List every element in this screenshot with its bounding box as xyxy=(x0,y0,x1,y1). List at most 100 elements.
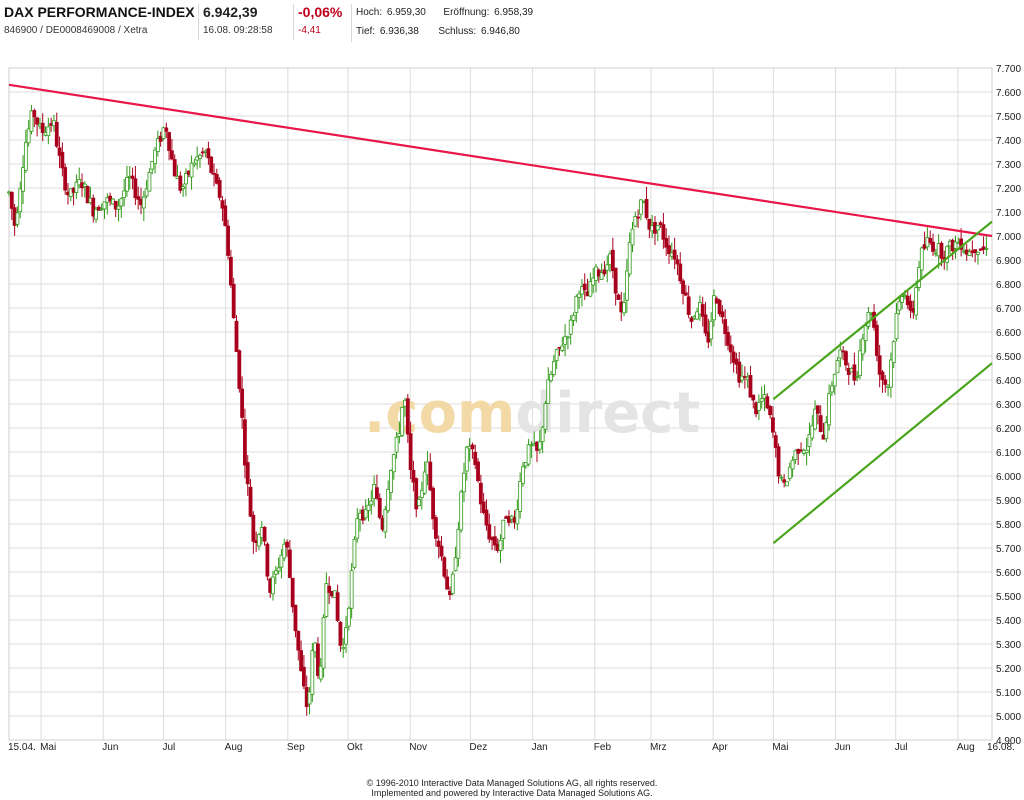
wkn-isin: 846900 / DE0008469008 / Xetra xyxy=(4,25,148,36)
candle-down xyxy=(290,577,295,608)
y-tick-label: 6.300 xyxy=(996,400,1021,411)
index-name[interactable]: DAX PERFORMANCE-INDEX xyxy=(4,4,195,20)
candles xyxy=(7,105,989,716)
candle-up xyxy=(341,647,346,650)
candle-down xyxy=(434,517,438,539)
channel-upper-line xyxy=(772,220,993,401)
candle-down xyxy=(285,541,289,548)
candle-down xyxy=(316,643,320,676)
candle-up xyxy=(695,311,699,320)
candle-up xyxy=(549,373,553,381)
candle-up xyxy=(307,691,312,705)
x-tick-label: Mai xyxy=(40,742,56,753)
candle-up xyxy=(116,205,121,210)
candle-down xyxy=(880,371,885,381)
candle-down xyxy=(178,175,183,191)
candle-down xyxy=(667,245,671,255)
candle-down xyxy=(223,205,228,227)
candle-up xyxy=(273,570,278,575)
close-value: 6.946,80 xyxy=(480,26,520,37)
candle-up xyxy=(599,272,604,280)
candle-up xyxy=(588,281,593,297)
candle-up xyxy=(984,248,989,250)
candle-up xyxy=(537,441,542,450)
candle-up xyxy=(967,251,972,257)
candle-up xyxy=(543,403,548,430)
candle-down xyxy=(327,585,332,593)
candle-up xyxy=(355,518,360,539)
candle-down xyxy=(686,296,691,315)
candle-down xyxy=(675,259,680,265)
y-tick-label: 7.500 xyxy=(996,112,1021,123)
candle-down xyxy=(728,344,733,353)
candle-down xyxy=(852,364,857,381)
candle-down xyxy=(672,249,677,260)
candle-down xyxy=(234,320,239,352)
candle-up xyxy=(82,183,87,187)
candle-down xyxy=(220,200,225,209)
candle-down xyxy=(338,621,343,646)
candle-down xyxy=(226,225,230,256)
candle-down xyxy=(683,292,688,296)
candle-up xyxy=(282,543,287,559)
candle-down xyxy=(375,487,379,499)
candle-down xyxy=(40,122,45,134)
candle-down xyxy=(245,462,250,485)
x-tick-label: Aug xyxy=(225,742,243,753)
candle-up xyxy=(144,188,149,197)
channel-lower-line xyxy=(772,362,993,545)
y-tick-label: 5.300 xyxy=(996,640,1021,651)
instrument-cell: DAX PERFORMANCE-INDEX 846900 / DE0008469… xyxy=(4,4,196,40)
candle-down xyxy=(782,479,787,483)
x-tick-label: 16.08. xyxy=(987,742,1015,753)
plot-frame xyxy=(8,67,993,741)
x-tick-label: Mai xyxy=(772,742,788,753)
watermark-dot-com: .comdirect xyxy=(364,381,700,446)
candle-down xyxy=(818,415,823,432)
candle-up xyxy=(655,225,660,231)
close-label: Schluss: xyxy=(438,26,477,37)
candle-up xyxy=(74,181,79,194)
candle-up xyxy=(779,476,784,479)
candle-up xyxy=(756,402,761,411)
candle-down xyxy=(85,186,90,204)
candle-up xyxy=(835,360,840,374)
y-tick-label: 7.300 xyxy=(996,160,1021,171)
candle-up xyxy=(23,141,28,171)
candle-up xyxy=(417,499,421,506)
x-tick-label: Jan xyxy=(532,742,548,753)
candle-down xyxy=(265,543,270,577)
candle-down xyxy=(167,132,171,151)
candle-down xyxy=(243,419,247,466)
candle-up xyxy=(394,436,399,453)
candle-down xyxy=(130,175,135,179)
candle-down xyxy=(108,195,113,202)
candle-down xyxy=(636,216,641,219)
candle-down xyxy=(768,406,773,416)
candle-up xyxy=(568,319,573,335)
y-tick-label: 6.900 xyxy=(996,256,1021,267)
candle-down xyxy=(484,509,489,526)
y-axis-labels: 4.900 5.000 5.100 5.200 5.300 5.400 5.500 5.600… xyxy=(996,64,1021,747)
candle-down xyxy=(647,218,652,230)
low-label: Tief: xyxy=(356,26,376,37)
candle-down xyxy=(973,249,978,254)
candle-down xyxy=(731,351,736,363)
candle-down xyxy=(251,514,256,542)
candle-down xyxy=(54,122,59,147)
copyright-footer: © 1996-2010 Interactive Data Managed Sol… xyxy=(0,778,1024,798)
high-value: 6.959,30 xyxy=(386,7,426,18)
candle-down xyxy=(217,180,222,198)
y-tick-label: 5.200 xyxy=(996,664,1021,675)
candle-up xyxy=(155,138,160,152)
x-tick-label: Jun xyxy=(102,742,118,753)
candle-down xyxy=(405,398,410,435)
x-tick-label: Okt xyxy=(347,742,363,753)
candle-down xyxy=(492,536,497,546)
x-tick-label: Apr xyxy=(712,742,728,753)
candle-up xyxy=(122,190,127,198)
candle-up xyxy=(422,471,427,494)
candle-down xyxy=(487,524,492,540)
candle-down xyxy=(613,267,618,294)
x-axis-labels: 15.04. Mai Jun Jul Aug Sep Okt Nov Dez Jan Feb Mrz A… xyxy=(8,742,1015,753)
